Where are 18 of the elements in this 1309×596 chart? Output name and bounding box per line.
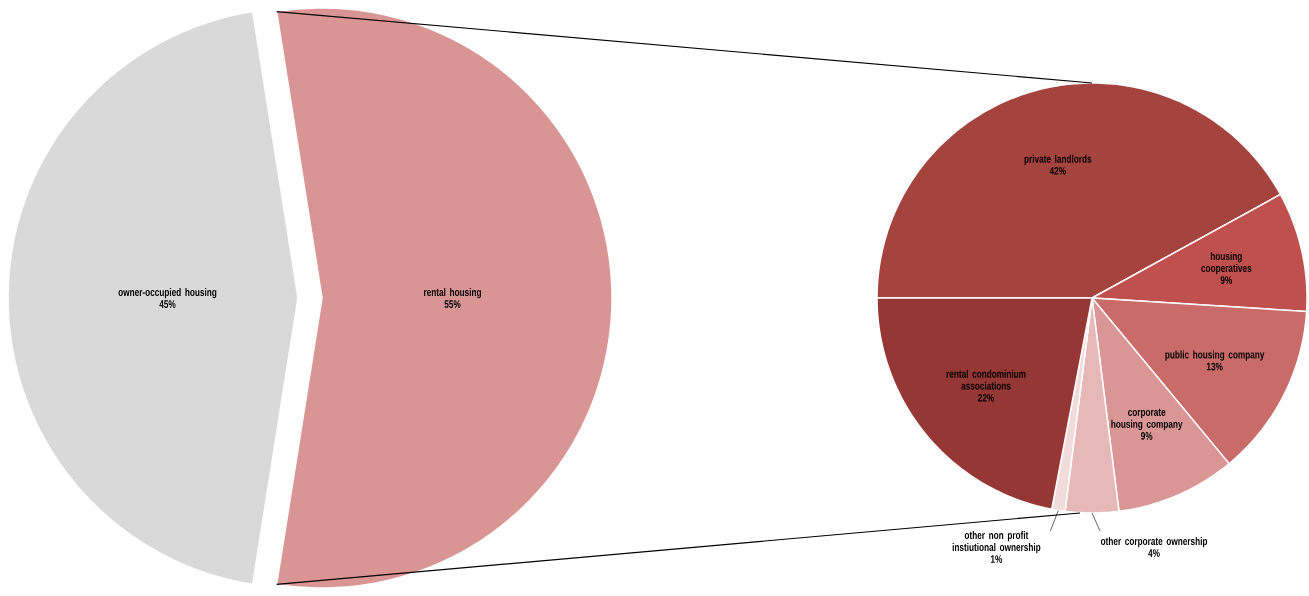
slice-label: other non profit instiutional ownership <box>952 531 1041 554</box>
slice-label: rental condominium associations <box>946 369 1026 390</box>
slice-label: public housing company <box>1165 350 1265 361</box>
data-label: 45% <box>159 300 176 308</box>
data-label: 1% <box>990 555 1003 563</box>
slice-label: private landlords <box>1024 154 1092 165</box>
slice-label: rental housing <box>424 287 481 299</box>
data-label: 4% <box>1148 549 1160 557</box>
slice-label: housing cooperatives <box>1201 251 1252 275</box>
data-label: 42% <box>1049 166 1066 175</box>
data-label: 9% <box>1220 276 1233 284</box>
data-label: 9% <box>1141 432 1153 440</box>
data-label: 22% <box>978 393 995 402</box>
slice-label: owner-occupied housing <box>118 287 217 299</box>
data-label: 55% <box>444 300 461 308</box>
slice-label: other corporate ownership <box>1100 537 1208 548</box>
slice-label: corporate housing company <box>1111 408 1183 431</box>
data-label: 13% <box>1206 362 1223 371</box>
